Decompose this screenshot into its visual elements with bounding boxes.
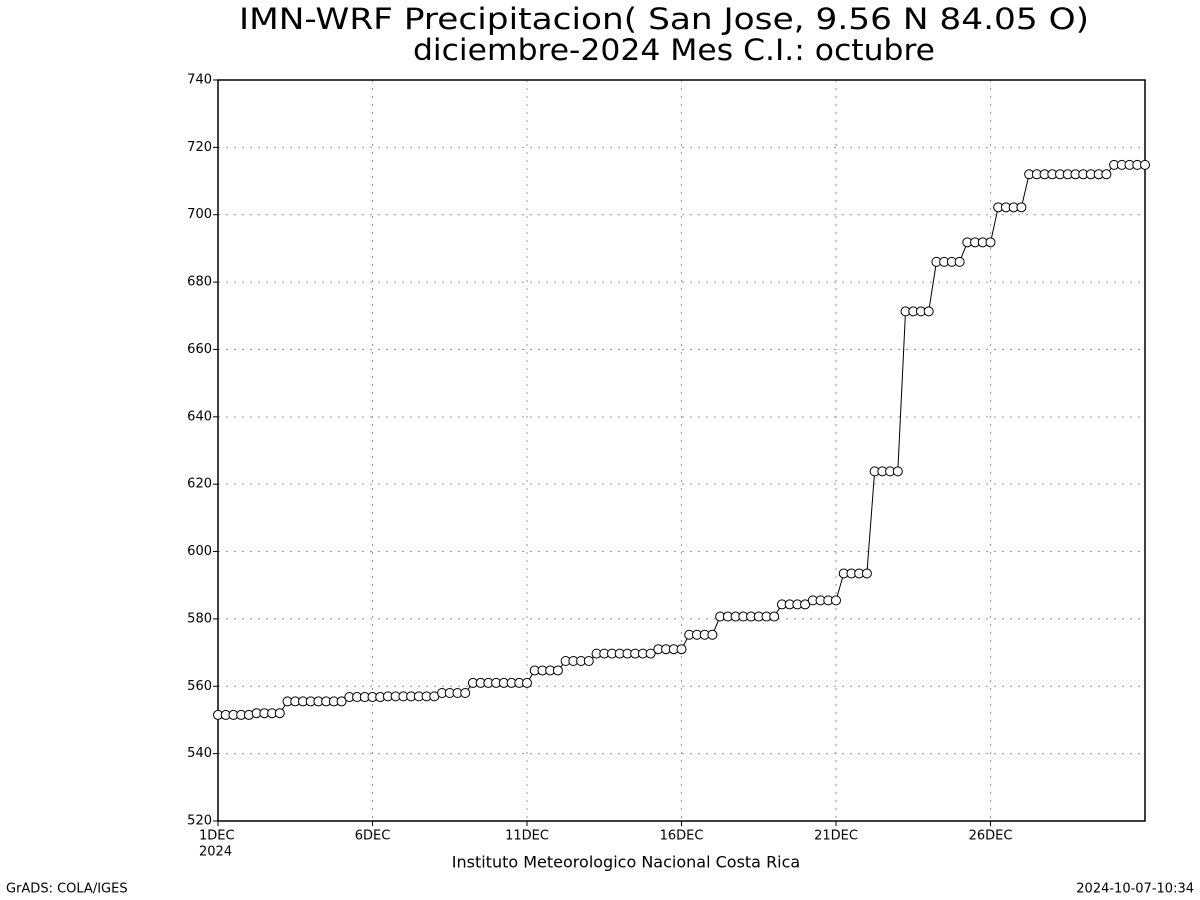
data-point [831, 595, 841, 606]
data-point [336, 696, 347, 707]
x-axis-label: Instituto Meteorologico Nacional Costa R… [452, 853, 800, 872]
y-tick-label: 720 [187, 140, 212, 155]
data-point [676, 644, 687, 655]
y-tick-label: 680 [187, 275, 212, 290]
y-tick-label: 520 [187, 814, 212, 829]
x-tick-label: 1DEC [199, 829, 235, 844]
data-point [1140, 159, 1150, 170]
data-point [583, 656, 594, 667]
data-point [954, 256, 965, 267]
chart-subtitle: diciembre-2024 Mes C.I.: octubre [413, 33, 935, 67]
data-point [769, 611, 780, 622]
y-tick-label: 580 [187, 611, 212, 626]
data-point [1101, 169, 1112, 180]
data-point [861, 568, 872, 579]
x-tick-label: 16DEC [660, 829, 704, 844]
data-point [800, 599, 811, 610]
y-tick-label: 600 [187, 544, 212, 559]
data-point [985, 237, 996, 248]
x-tick-label: 26DEC [969, 829, 1013, 844]
x-tick-label: 21DEC [814, 829, 858, 844]
data-point [892, 466, 903, 477]
chart-title: IMN-WRF Precipitacion( San Jose, 9.56 N … [239, 2, 1089, 36]
x-tick-label: 6DEC [355, 829, 391, 844]
data-point [645, 648, 656, 659]
x-axis-year: 2024 [199, 845, 232, 860]
data-point [552, 665, 563, 676]
footer-right: 2024-10-07-10:34 [1076, 882, 1194, 897]
data-point [1016, 202, 1027, 213]
data-point [923, 306, 934, 317]
plot-frame [217, 79, 1146, 822]
x-tick-label: 11DEC [505, 829, 549, 844]
y-tick-label: 740 [187, 73, 212, 88]
y-tick-label: 660 [187, 342, 212, 357]
data-point [274, 708, 285, 719]
data-point [522, 677, 532, 688]
data-point [707, 629, 718, 640]
y-tick-label: 700 [187, 207, 212, 222]
data-point [460, 688, 471, 699]
footer-left: GrADS: COLA/IGES [6, 882, 128, 897]
y-tick-label: 540 [187, 746, 212, 761]
y-tick-label: 560 [187, 679, 212, 694]
y-tick-label: 640 [187, 409, 212, 424]
y-tick-label: 620 [187, 477, 212, 492]
